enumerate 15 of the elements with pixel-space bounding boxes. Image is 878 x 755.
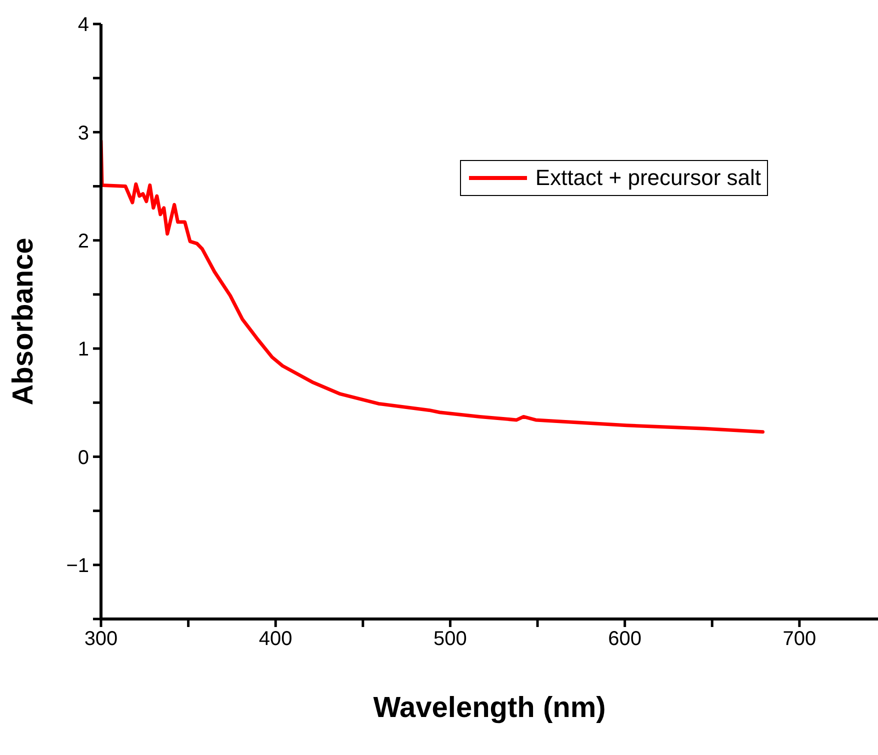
- y-tick-label: −1: [66, 555, 89, 578]
- x-tick-label: 400: [258, 628, 292, 650]
- line-series: [101, 139, 765, 434]
- x-tick-label: 500: [434, 628, 467, 650]
- y-tick-label: 4: [78, 14, 89, 36]
- y-tick-label: 3: [78, 122, 89, 144]
- y-tick-label: 2: [78, 230, 89, 252]
- legend-label: Exttact + precursor salt: [535, 165, 761, 191]
- y-axis-title: Absorbance: [7, 238, 40, 406]
- x-tick-label: 700: [782, 628, 816, 650]
- x-tick-label: 300: [84, 628, 118, 650]
- x-tick-label: 600: [608, 628, 642, 650]
- y-tick-label: 1: [78, 338, 89, 361]
- x-axis-title: Wavelength (nm): [373, 692, 606, 724]
- y-tick-label: 0: [78, 446, 89, 469]
